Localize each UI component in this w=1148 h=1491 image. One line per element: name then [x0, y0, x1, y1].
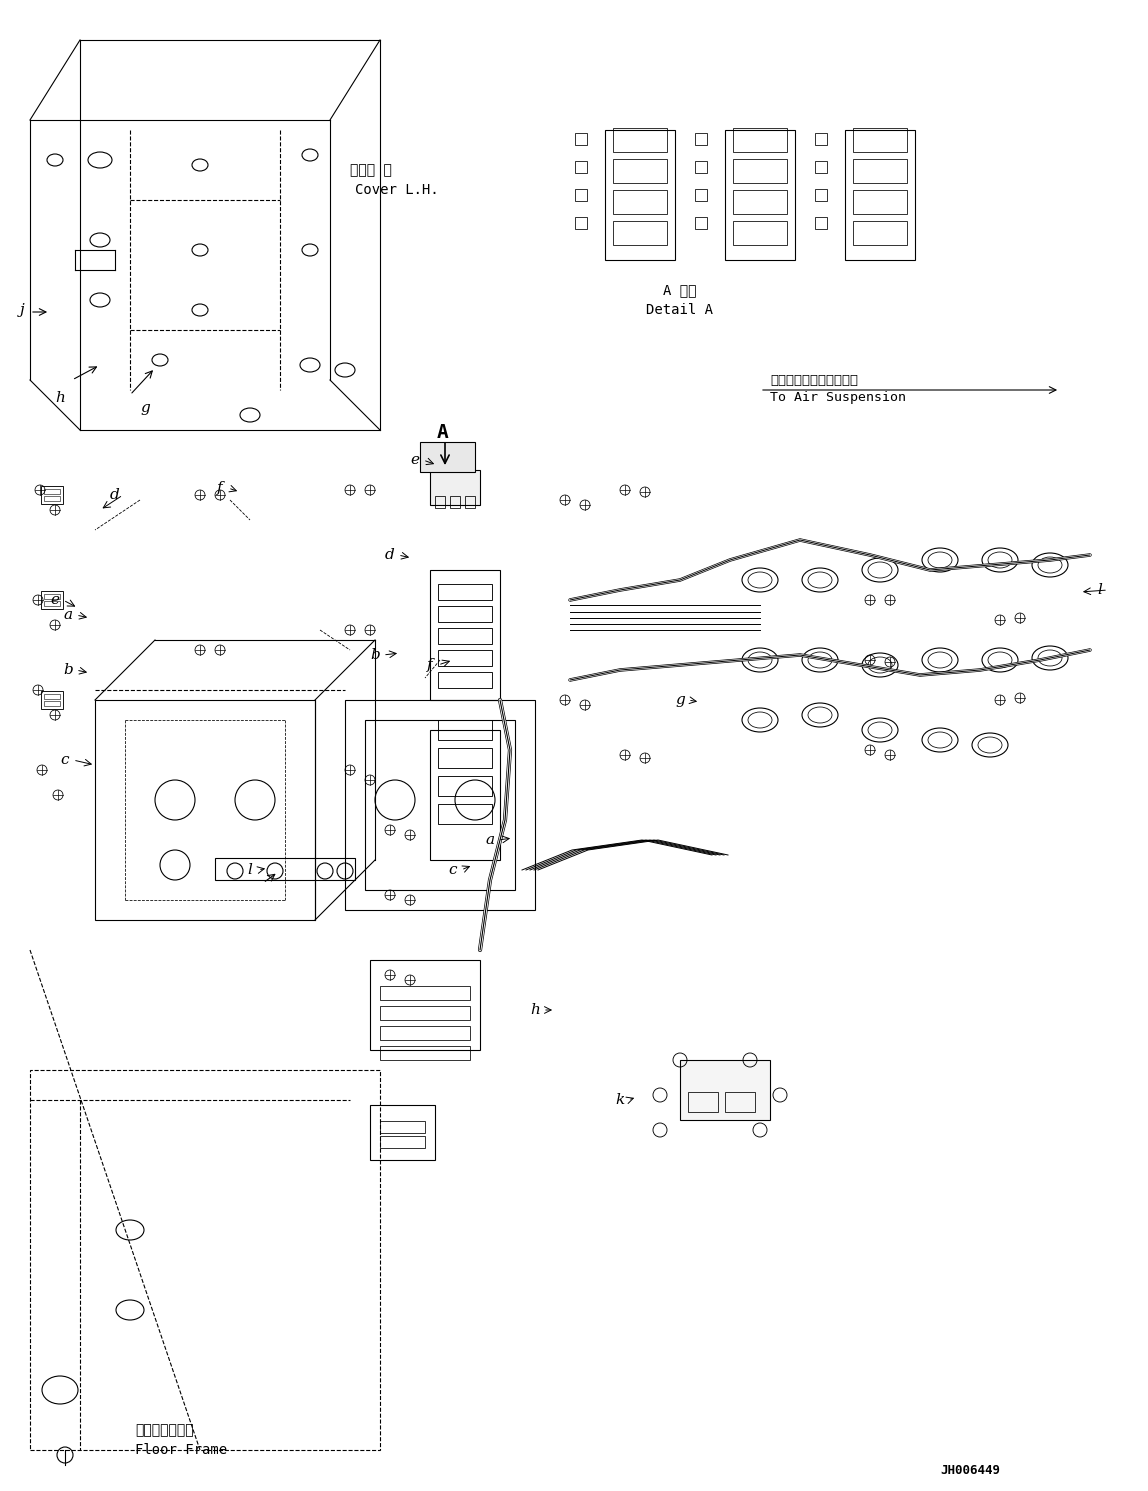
Bar — [430, 731, 501, 860]
Text: A: A — [437, 422, 449, 441]
Bar — [439, 775, 492, 796]
Bar — [815, 189, 827, 201]
Text: a: a — [63, 608, 72, 622]
Text: Cover L.H.: Cover L.H. — [355, 183, 439, 197]
Bar — [734, 221, 788, 245]
Text: d: d — [385, 549, 395, 562]
Bar — [613, 128, 667, 152]
Bar — [575, 189, 587, 201]
Bar — [430, 570, 501, 699]
Bar — [30, 1071, 380, 1451]
Bar — [44, 497, 60, 501]
Bar — [853, 128, 907, 152]
Bar — [41, 590, 63, 608]
Bar — [575, 133, 587, 145]
Bar — [450, 497, 460, 508]
Bar — [688, 1091, 718, 1112]
Bar — [370, 960, 480, 1050]
Bar — [439, 584, 492, 599]
Bar — [695, 189, 707, 201]
Bar — [95, 699, 315, 920]
Text: j: j — [20, 303, 24, 318]
Text: g: g — [675, 693, 685, 707]
Bar — [44, 601, 60, 605]
Bar — [439, 628, 492, 644]
Text: エアーサスペンションへ: エアーサスペンションへ — [770, 374, 858, 386]
Bar — [435, 497, 445, 508]
Bar — [380, 1136, 425, 1148]
Bar — [380, 1121, 425, 1133]
Bar — [815, 161, 827, 173]
Text: A 詳細: A 詳細 — [664, 283, 697, 297]
Bar — [439, 804, 492, 825]
Text: e: e — [51, 593, 60, 607]
Bar — [575, 161, 587, 173]
Text: e: e — [411, 453, 419, 467]
Bar — [853, 189, 907, 215]
Text: l: l — [248, 863, 253, 877]
Bar — [815, 133, 827, 145]
Bar — [695, 133, 707, 145]
Bar — [613, 221, 667, 245]
Text: f: f — [217, 482, 223, 495]
Bar — [44, 701, 60, 707]
Bar — [41, 690, 63, 710]
Text: c: c — [449, 863, 457, 877]
Bar — [430, 470, 480, 505]
Bar — [613, 160, 667, 183]
Bar — [346, 699, 535, 910]
Bar — [680, 1060, 770, 1120]
Bar — [439, 720, 492, 740]
Text: b: b — [63, 663, 72, 677]
Bar — [613, 189, 667, 215]
Text: Floor Frame: Floor Frame — [135, 1443, 227, 1457]
Bar — [853, 160, 907, 183]
Bar — [734, 160, 788, 183]
Text: a: a — [486, 833, 495, 847]
Bar — [734, 189, 788, 215]
Bar — [853, 221, 907, 245]
Bar — [734, 128, 788, 152]
Bar — [380, 1047, 470, 1060]
Bar — [439, 650, 492, 666]
Bar — [215, 857, 355, 880]
Text: c: c — [61, 753, 69, 766]
Bar — [726, 130, 796, 259]
Bar — [726, 1091, 755, 1112]
Text: To Air Suspension: To Air Suspension — [770, 392, 906, 404]
Text: JH006449: JH006449 — [940, 1464, 1000, 1476]
Bar — [370, 1105, 435, 1160]
Text: d: d — [110, 488, 119, 502]
Bar — [420, 441, 475, 473]
Bar — [380, 1026, 470, 1041]
Bar — [695, 161, 707, 173]
Text: g: g — [140, 401, 150, 414]
Text: f: f — [427, 658, 433, 672]
Bar — [465, 497, 475, 508]
Bar — [41, 486, 63, 504]
Text: Detail A: Detail A — [646, 303, 714, 318]
Text: カバー 左: カバー 左 — [350, 163, 391, 177]
Bar — [439, 605, 492, 622]
Bar — [380, 1006, 470, 1020]
Text: h: h — [55, 391, 65, 406]
Bar — [44, 489, 60, 494]
Bar — [44, 693, 60, 699]
Bar — [695, 218, 707, 230]
Bar — [380, 986, 470, 1000]
Bar — [605, 130, 675, 259]
Bar — [439, 672, 492, 687]
Bar — [575, 218, 587, 230]
Text: k: k — [615, 1093, 625, 1106]
Bar — [439, 748, 492, 768]
Bar — [815, 218, 827, 230]
Text: b: b — [370, 649, 380, 662]
Bar — [365, 720, 515, 890]
Bar — [44, 593, 60, 599]
Bar — [845, 130, 915, 259]
Text: h: h — [530, 1003, 540, 1017]
Text: フロアフレーム: フロアフレーム — [135, 1422, 194, 1437]
Text: l: l — [1097, 583, 1102, 596]
